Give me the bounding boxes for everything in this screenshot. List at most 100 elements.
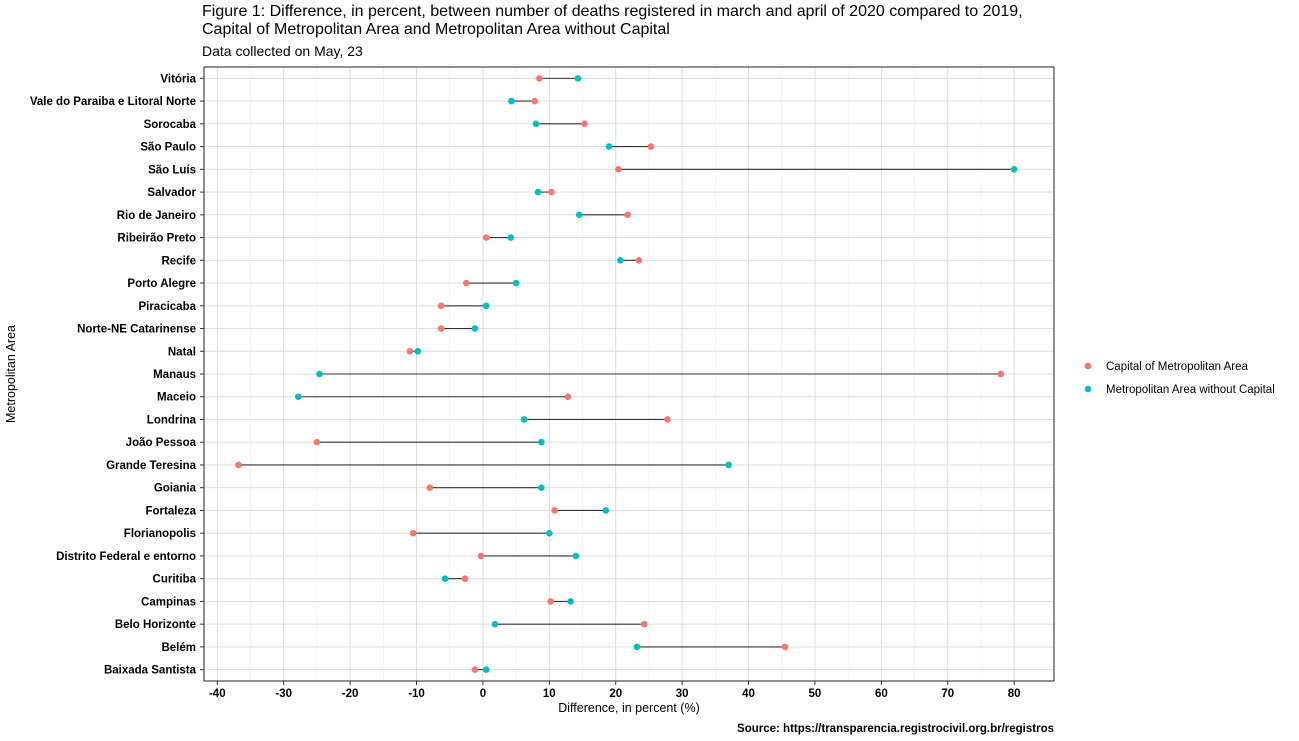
point-capital — [640, 620, 648, 628]
source-caption: Source: https://transparencia.registroci… — [737, 723, 1054, 735]
x-tick-labels: -40 -30 -20 -10 0 10 20 30 40 50 60 70 80 — [209, 681, 1021, 700]
point-without-capital — [491, 620, 499, 628]
y-tick-labels: Vitória Vale do Paraiba e Litoral Norte So… — [30, 73, 204, 677]
x-tick-label: -40 — [209, 688, 226, 700]
point-capital — [548, 188, 555, 196]
point-without-capital — [633, 643, 641, 651]
point-without-capital — [567, 598, 574, 605]
x-tick-label: -10 — [408, 688, 425, 700]
y-tick-label: Florianopolis — [124, 528, 196, 540]
x-axis-title: Difference, in percent (%) — [558, 701, 700, 715]
point-without-capital — [572, 552, 580, 560]
y-tick-label: Belém — [161, 642, 196, 654]
point-without-capital — [605, 143, 613, 150]
point-capital — [477, 552, 485, 560]
y-tick-label: São Paulo — [140, 142, 196, 154]
legend-label-capital: Capital of Metropolitan Area — [1106, 361, 1249, 373]
point-without-capital — [414, 347, 422, 355]
point-without-capital — [725, 461, 732, 469]
y-axis-title: Metropolitan Area — [4, 325, 18, 423]
x-tick-label: 40 — [742, 688, 755, 700]
point-layer — [235, 75, 1018, 673]
point-without-capital — [471, 325, 479, 332]
y-tick-label: Salvador — [147, 187, 196, 199]
point-capital — [437, 325, 445, 332]
x-tick-label: 60 — [875, 688, 888, 700]
chart-subtitle: Data collected on May, 23 — [202, 43, 363, 59]
point-capital — [781, 643, 789, 651]
y-tick-label: Maceio — [157, 392, 196, 404]
point-without-capital — [512, 279, 520, 287]
point-capital — [635, 256, 643, 264]
y-tick-label: Piracicaba — [138, 301, 196, 313]
x-tick-label: 80 — [1008, 688, 1021, 700]
point-without-capital — [602, 507, 610, 514]
point-capital — [482, 234, 490, 241]
legend: Capital of Metropolitan Area Metropolita… — [1084, 361, 1275, 396]
y-tick-label: Norte-NE Catarinense — [77, 324, 196, 336]
point-capital — [536, 75, 543, 82]
point-capital — [547, 598, 554, 605]
point-capital — [615, 166, 622, 173]
point-capital — [551, 507, 558, 514]
chart-title-line-1: Figure 1: Difference, in percent, betwee… — [202, 3, 1023, 20]
point-without-capital — [316, 370, 323, 378]
y-tick-label: Sorocaba — [144, 119, 197, 131]
point-without-capital — [617, 256, 624, 264]
point-without-capital — [294, 393, 302, 401]
y-tick-label: Curitiba — [153, 574, 197, 586]
y-tick-label: Belo Horizonte — [115, 619, 196, 631]
y-tick-label: João Pessoa — [126, 437, 197, 449]
point-capital — [531, 97, 539, 105]
point-capital — [313, 438, 321, 446]
point-capital — [235, 461, 242, 469]
legend-label-without-capital: Metropolitan Area without Capital — [1106, 384, 1275, 396]
x-tick-label: 50 — [809, 688, 822, 700]
point-without-capital — [508, 97, 515, 105]
point-capital — [471, 666, 479, 673]
point-capital — [647, 143, 655, 150]
x-tick-label: 0 — [480, 688, 486, 700]
x-tick-label: 30 — [676, 688, 689, 700]
x-tick-label: 20 — [609, 688, 622, 700]
y-tick-label: Baixada Santista — [104, 665, 197, 677]
legend-marker-without-capital — [1084, 385, 1092, 393]
point-capital — [426, 484, 434, 492]
point-without-capital — [574, 75, 582, 82]
point-capital — [997, 370, 1005, 378]
point-capital — [406, 347, 414, 355]
x-tick-label: 10 — [543, 688, 556, 700]
point-without-capital — [534, 188, 542, 196]
x-tick-label: -20 — [342, 688, 359, 700]
legend-marker-capital — [1084, 362, 1092, 370]
point-without-capital — [546, 529, 553, 537]
x-tick-label: 70 — [941, 688, 954, 700]
point-without-capital — [520, 416, 528, 423]
y-tick-label: Fortaleza — [146, 505, 197, 517]
point-without-capital — [1010, 166, 1018, 173]
point-without-capital — [532, 120, 540, 128]
y-tick-label: Rio de Janeiro — [117, 210, 196, 222]
y-tick-label: Porto Alegre — [127, 278, 196, 290]
x-tick-label: -30 — [275, 688, 292, 700]
point-capital — [624, 211, 631, 219]
y-tick-label: Manaus — [153, 369, 196, 381]
point-without-capital — [538, 484, 545, 492]
y-tick-label: Vitória — [160, 73, 196, 85]
y-tick-label: Recife — [161, 255, 196, 267]
segment-layer — [238, 77, 1015, 671]
point-without-capital — [575, 211, 583, 219]
point-without-capital — [441, 575, 449, 582]
point-capital — [463, 279, 470, 287]
point-capital — [581, 120, 588, 128]
point-capital — [664, 416, 671, 423]
y-tick-label: Vale do Paraiba e Litoral Norte — [30, 96, 196, 108]
point-without-capital — [482, 302, 490, 310]
y-tick-label: Natal — [168, 346, 196, 358]
point-capital — [564, 393, 572, 401]
y-tick-label: Campinas — [141, 596, 196, 608]
point-without-capital — [507, 234, 515, 241]
y-tick-label: São Luís — [148, 164, 196, 176]
chart-title-line-2: Capital of Metropolitan Area and Metropo… — [202, 21, 670, 38]
